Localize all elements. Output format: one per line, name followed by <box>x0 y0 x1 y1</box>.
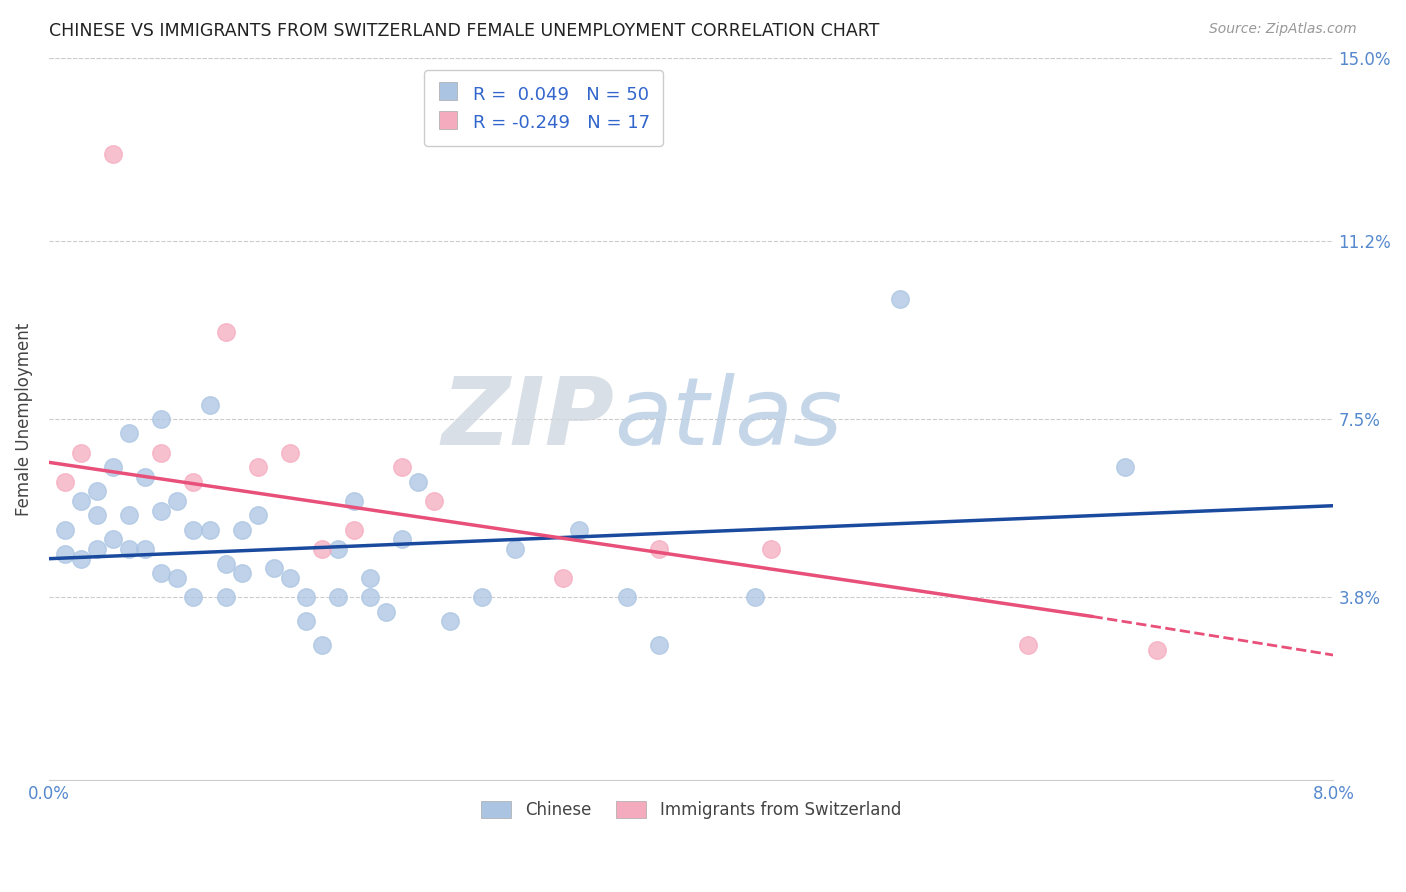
Point <box>53 475 76 489</box>
Y-axis label: Female Unemployment: Female Unemployment <box>15 322 32 516</box>
Point <box>150 503 173 517</box>
Point <box>150 566 173 581</box>
Point <box>118 542 141 557</box>
Point <box>471 591 494 605</box>
Point <box>744 591 766 605</box>
Text: ZIP: ZIP <box>441 373 614 465</box>
Point <box>150 412 173 426</box>
Point <box>326 591 349 605</box>
Point <box>551 571 574 585</box>
Point <box>53 523 76 537</box>
Point <box>166 571 188 585</box>
Point <box>198 523 221 537</box>
Point <box>231 523 253 537</box>
Point <box>166 494 188 508</box>
Point <box>295 615 318 629</box>
Point <box>231 566 253 581</box>
Point <box>246 460 269 475</box>
Point <box>86 508 108 523</box>
Point <box>343 494 366 508</box>
Point <box>391 460 413 475</box>
Point <box>263 561 285 575</box>
Point <box>278 571 301 585</box>
Point <box>343 523 366 537</box>
Text: atlas: atlas <box>614 374 842 465</box>
Text: Source: ZipAtlas.com: Source: ZipAtlas.com <box>1209 22 1357 37</box>
Point <box>359 591 381 605</box>
Point <box>118 508 141 523</box>
Point <box>70 446 93 460</box>
Point <box>214 557 236 571</box>
Point <box>359 571 381 585</box>
Point <box>214 591 236 605</box>
Point <box>568 523 591 537</box>
Point <box>134 470 156 484</box>
Point <box>889 292 911 306</box>
Point <box>1114 460 1136 475</box>
Point <box>183 523 205 537</box>
Text: CHINESE VS IMMIGRANTS FROM SWITZERLAND FEMALE UNEMPLOYMENT CORRELATION CHART: CHINESE VS IMMIGRANTS FROM SWITZERLAND F… <box>49 22 880 40</box>
Point <box>326 542 349 557</box>
Point <box>198 398 221 412</box>
Point <box>439 615 461 629</box>
Point <box>423 494 446 508</box>
Point <box>761 542 783 557</box>
Point <box>616 591 638 605</box>
Point <box>118 426 141 441</box>
Point <box>311 639 333 653</box>
Point <box>391 533 413 547</box>
Point <box>134 542 156 557</box>
Point <box>183 591 205 605</box>
Point <box>86 542 108 557</box>
Point <box>103 460 125 475</box>
Point <box>1146 643 1168 657</box>
Point <box>1017 639 1039 653</box>
Point <box>103 533 125 547</box>
Point <box>406 475 429 489</box>
Point <box>103 147 125 161</box>
Legend: Chinese, Immigrants from Switzerland: Chinese, Immigrants from Switzerland <box>475 795 907 826</box>
Point <box>375 605 398 619</box>
Point <box>214 326 236 340</box>
Point <box>183 475 205 489</box>
Point <box>70 551 93 566</box>
Point <box>648 542 671 557</box>
Point <box>53 547 76 561</box>
Point <box>648 639 671 653</box>
Point <box>70 494 93 508</box>
Point <box>503 542 526 557</box>
Point <box>278 446 301 460</box>
Point <box>150 446 173 460</box>
Point <box>86 484 108 499</box>
Point <box>295 591 318 605</box>
Point <box>311 542 333 557</box>
Point <box>246 508 269 523</box>
